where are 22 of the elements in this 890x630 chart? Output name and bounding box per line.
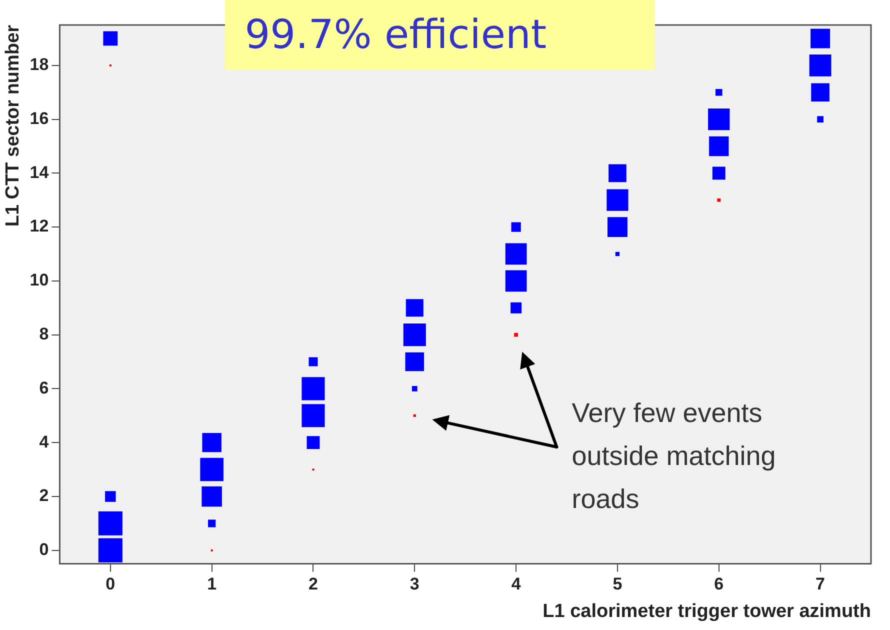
y-axis-title: L1 CTT sector number xyxy=(2,24,24,227)
annotation: Very few events outside matching roads xyxy=(572,397,777,516)
text-box: 99.7% efficient xyxy=(224,0,655,70)
y-tick-label: 18 xyxy=(30,55,49,74)
x-tick-label: 3 xyxy=(410,574,420,594)
x-tick-label: 4 xyxy=(511,574,522,594)
y-tick-label: 12 xyxy=(30,216,49,236)
y-tick-label: 14 xyxy=(30,162,50,182)
y-tick-label: 6 xyxy=(39,378,49,398)
y-tick-label: 0 xyxy=(39,540,49,560)
x-tick-label: 0 xyxy=(106,574,116,594)
x-tick-label: 2 xyxy=(308,574,318,594)
y-tick-label: 8 xyxy=(39,324,49,344)
x-axis-title: L1 calorimeter trigger tower azimuth xyxy=(542,600,871,622)
x-tick-label: 7 xyxy=(816,574,826,594)
x-tick-label: 5 xyxy=(612,574,622,594)
x-tick-label: 1 xyxy=(207,574,217,594)
y-tick-label: 4 xyxy=(39,432,50,452)
y-tick-label: 2 xyxy=(39,486,49,506)
y-tick-label: 16 xyxy=(30,108,49,128)
y-tick-label: 10 xyxy=(30,270,49,290)
x-tick-label: 6 xyxy=(714,574,724,594)
